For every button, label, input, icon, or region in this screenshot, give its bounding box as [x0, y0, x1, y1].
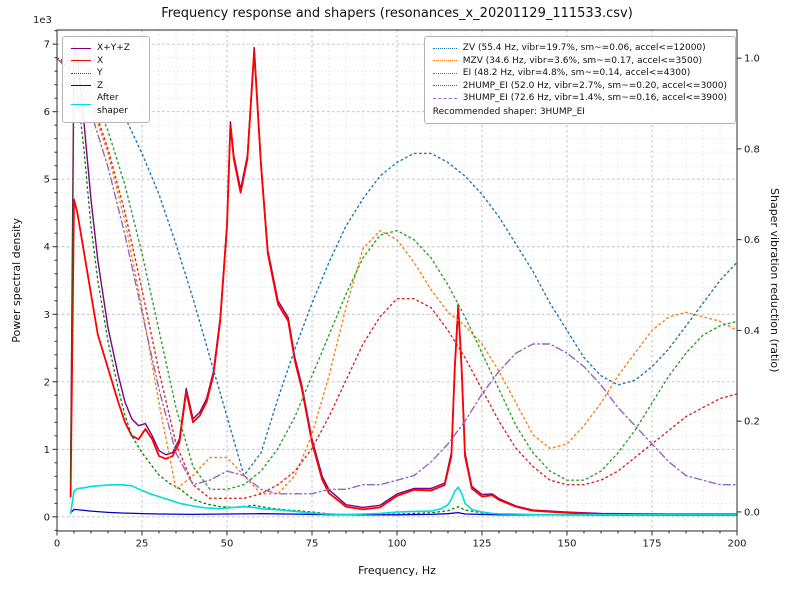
svg-text:0.6: 0.6 — [744, 235, 760, 246]
svg-text:50: 50 — [221, 539, 234, 550]
legend-item-mzv: MZV (34.6 Hz, vibr=3.6%, sm~=0.17, accel… — [432, 55, 727, 68]
svg-text:0.8: 0.8 — [744, 144, 760, 155]
legend-item-2hump-ei: 2HUMP_EI (52.0 Hz, vibr=2.7%, sm~=0.20, … — [432, 80, 727, 93]
svg-text:100: 100 — [387, 539, 406, 550]
curve-psd-X — [69, 50, 737, 516]
legend-psd: X+Y+Z X Y Z After shaper — [62, 36, 150, 123]
swatch-3hump-ei — [432, 97, 457, 99]
curve-psd-Y — [69, 77, 737, 516]
legend-item-x: X — [71, 55, 141, 68]
svg-text:0.2: 0.2 — [744, 417, 760, 428]
svg-text:0: 0 — [44, 512, 50, 523]
tick-labels: 0 25 50 75 100 125 150 175 200 0 1 2 3 4 5 6 7 0.0 0.2 0.4 0… — [44, 40, 760, 550]
curve-psd-Z — [69, 508, 737, 516]
svg-text:75: 75 — [306, 539, 319, 550]
legend-item-z: Z — [71, 80, 141, 93]
svg-text:0.4: 0.4 — [744, 326, 760, 337]
legend-item-3hump-ei: 3HUMP_EI (72.6 Hz, vibr=1.4%, sm~=0.16, … — [432, 92, 727, 105]
svg-text:1.0: 1.0 — [744, 54, 760, 65]
curve-shaper-3HUMP_EI — [57, 57, 737, 495]
ticks — [52, 30, 742, 536]
y-axis-right-label: Shaper vibration reduction (ratio) — [768, 188, 781, 373]
swatch-mzv — [432, 60, 457, 62]
svg-text:2: 2 — [44, 377, 50, 388]
swatch-zv — [432, 47, 457, 49]
curve-shaper-ZV — [57, 57, 737, 477]
swatch-2hump-ei — [432, 85, 457, 87]
swatch-after-shaper — [71, 104, 91, 105]
axis-offset-text: 1e3 — [33, 15, 52, 26]
curve-shaper-2HUMP_EI — [57, 57, 737, 499]
x-axis-label: Frequency, Hz — [358, 564, 436, 577]
swatch-z — [71, 85, 91, 87]
svg-text:1: 1 — [44, 445, 50, 456]
svg-text:175: 175 — [642, 539, 661, 550]
swatch-ei — [432, 72, 457, 74]
curve-shaper-EI — [57, 57, 737, 490]
swatch-x — [71, 60, 91, 62]
legend-item-y: Y — [71, 67, 141, 80]
svg-text:25: 25 — [136, 539, 149, 550]
svg-text:3: 3 — [44, 310, 50, 321]
svg-text:7: 7 — [44, 40, 50, 51]
svg-text:150: 150 — [557, 539, 576, 550]
svg-text:125: 125 — [472, 539, 491, 550]
legend-item-ei: EI (48.2 Hz, vibr=4.8%, sm~=0.14, accel<… — [432, 67, 727, 80]
svg-text:0: 0 — [54, 539, 60, 550]
curve-shaper-MZV — [57, 57, 737, 495]
y-axis-left-label: Power spectral density — [10, 218, 23, 343]
recommended-shaper-note: Recommended shaper: 3HUMP_EI — [432, 106, 585, 117]
svg-text:5: 5 — [44, 175, 50, 186]
legend-item-xyz: X+Y+Z — [71, 42, 141, 55]
curve-psd-After shaper — [69, 483, 737, 516]
legend-item-zv: ZV (55.4 Hz, vibr=19.7%, sm~=0.06, accel… — [432, 42, 727, 55]
legend-item-after-shaper: After shaper — [71, 92, 141, 117]
svg-text:0.0: 0.0 — [744, 507, 760, 518]
swatch-xyz — [71, 47, 91, 49]
curves — [57, 43, 737, 516]
svg-text:6: 6 — [44, 107, 50, 118]
legend-shapers: ZV (55.4 Hz, vibr=19.7%, sm~=0.06, accel… — [423, 36, 736, 124]
svg-text:4: 4 — [44, 242, 50, 253]
swatch-y — [71, 72, 91, 74]
chart-title: Frequency response and shapers (resonanc… — [161, 6, 633, 21]
svg-text:200: 200 — [727, 539, 746, 550]
